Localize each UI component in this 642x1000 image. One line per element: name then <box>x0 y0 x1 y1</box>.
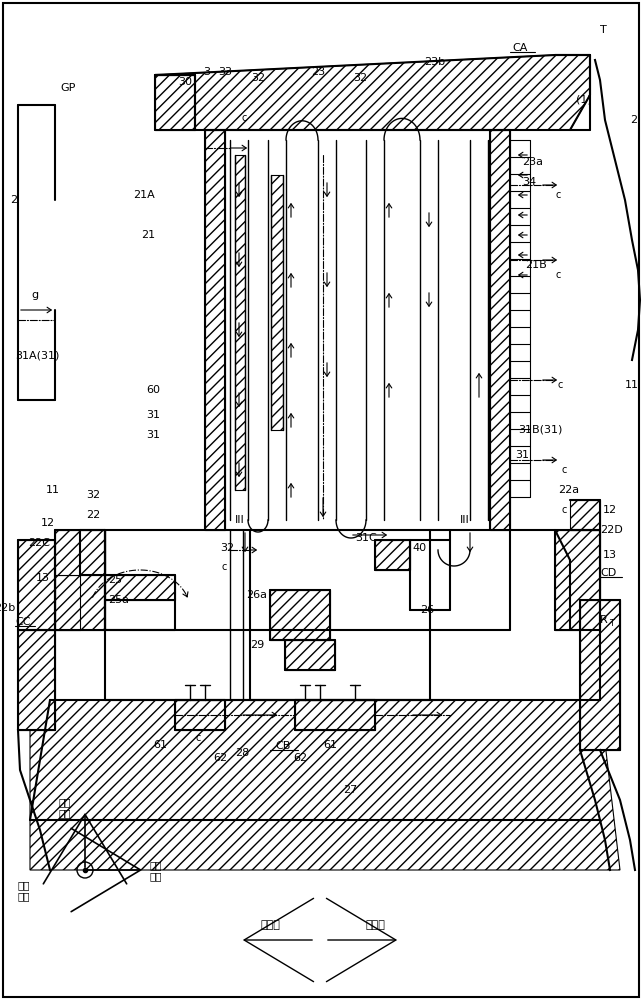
Text: 31C: 31C <box>355 533 377 543</box>
Text: 32: 32 <box>86 490 100 500</box>
Text: 涡轮: 涡轮 <box>17 880 30 890</box>
Text: 2: 2 <box>10 195 17 205</box>
Text: 27: 27 <box>343 785 357 795</box>
Text: 31B(31): 31B(31) <box>518 425 562 435</box>
Text: 61: 61 <box>153 740 167 750</box>
Text: c: c <box>562 505 568 515</box>
Text: g: g <box>31 290 39 300</box>
Polygon shape <box>55 575 80 630</box>
Text: 61: 61 <box>323 740 337 750</box>
Text: CB: CB <box>275 741 291 751</box>
Text: 22a: 22a <box>558 485 579 495</box>
Text: III: III <box>235 515 245 525</box>
Text: 22: 22 <box>86 510 100 520</box>
Text: 28: 28 <box>235 748 249 758</box>
Polygon shape <box>570 500 600 530</box>
Text: T: T <box>609 619 614 629</box>
Text: 60: 60 <box>146 385 160 395</box>
Text: 3: 3 <box>204 67 211 77</box>
Polygon shape <box>580 600 620 750</box>
Text: c: c <box>555 270 560 280</box>
Polygon shape <box>18 630 55 730</box>
Text: 34: 34 <box>522 177 536 187</box>
Polygon shape <box>55 530 105 630</box>
Polygon shape <box>271 175 283 430</box>
Text: CA: CA <box>512 43 528 53</box>
Polygon shape <box>555 530 600 630</box>
Text: 11: 11 <box>625 380 639 390</box>
Text: c: c <box>242 113 247 123</box>
Text: 25a: 25a <box>108 595 129 605</box>
Text: 13: 13 <box>603 550 617 560</box>
Text: c: c <box>562 465 568 475</box>
Text: 32: 32 <box>353 73 367 83</box>
Text: c: c <box>555 190 560 200</box>
Polygon shape <box>55 530 105 575</box>
Text: 12: 12 <box>603 505 617 515</box>
Text: CC: CC <box>15 617 31 627</box>
Text: 径向: 径向 <box>59 808 71 818</box>
Polygon shape <box>105 575 175 600</box>
Text: CD: CD <box>600 568 616 578</box>
Text: 31A(31): 31A(31) <box>15 350 60 360</box>
Text: 62: 62 <box>293 753 307 763</box>
Text: 22D: 22D <box>600 525 623 535</box>
Text: 25: 25 <box>108 575 122 585</box>
Text: 12: 12 <box>41 518 55 528</box>
Text: 33: 33 <box>218 67 232 77</box>
Text: 40: 40 <box>412 543 426 553</box>
Text: 32: 32 <box>220 543 234 553</box>
Text: 30: 30 <box>178 77 192 87</box>
Polygon shape <box>285 640 335 670</box>
Text: 上游侧: 上游侧 <box>260 920 280 930</box>
Text: 32: 32 <box>251 73 265 83</box>
Polygon shape <box>30 700 620 870</box>
Text: 31: 31 <box>146 410 160 420</box>
Text: 26a: 26a <box>246 590 267 600</box>
Text: c: c <box>558 380 564 390</box>
Polygon shape <box>375 540 410 570</box>
Text: R: R <box>600 615 608 625</box>
Text: 13: 13 <box>36 573 50 583</box>
Text: c: c <box>195 733 200 743</box>
Text: 11: 11 <box>46 485 60 495</box>
Polygon shape <box>490 130 510 530</box>
Text: 26: 26 <box>420 605 434 615</box>
Polygon shape <box>235 155 245 490</box>
Text: (1): (1) <box>576 95 592 105</box>
Polygon shape <box>18 540 55 630</box>
Text: T: T <box>600 25 607 35</box>
Text: 23: 23 <box>311 67 325 77</box>
Text: 31: 31 <box>515 450 529 460</box>
Polygon shape <box>295 700 375 730</box>
Text: 周向: 周向 <box>17 891 30 901</box>
Text: 下游侧: 下游侧 <box>365 920 385 930</box>
Text: III: III <box>460 515 470 525</box>
Text: 涡轮: 涡轮 <box>59 797 71 807</box>
Text: 涡轮: 涡轮 <box>150 860 162 870</box>
Text: 23a: 23a <box>522 157 543 167</box>
Text: 21B: 21B <box>525 260 547 270</box>
Polygon shape <box>205 130 225 530</box>
Text: 2: 2 <box>630 115 637 125</box>
Polygon shape <box>155 55 590 130</box>
Text: 22C: 22C <box>28 538 50 548</box>
Text: 62: 62 <box>213 753 227 763</box>
Text: 31: 31 <box>146 430 160 440</box>
Polygon shape <box>270 590 330 640</box>
Text: 29: 29 <box>250 640 265 650</box>
Text: 23b: 23b <box>424 57 446 67</box>
Polygon shape <box>175 700 225 730</box>
Text: c: c <box>222 562 227 572</box>
Text: GP: GP <box>60 83 75 93</box>
Text: 22b: 22b <box>0 603 15 613</box>
Text: 轴向: 轴向 <box>150 871 162 881</box>
Polygon shape <box>155 75 195 130</box>
Text: 21: 21 <box>141 230 155 240</box>
Text: 21A: 21A <box>134 190 155 200</box>
